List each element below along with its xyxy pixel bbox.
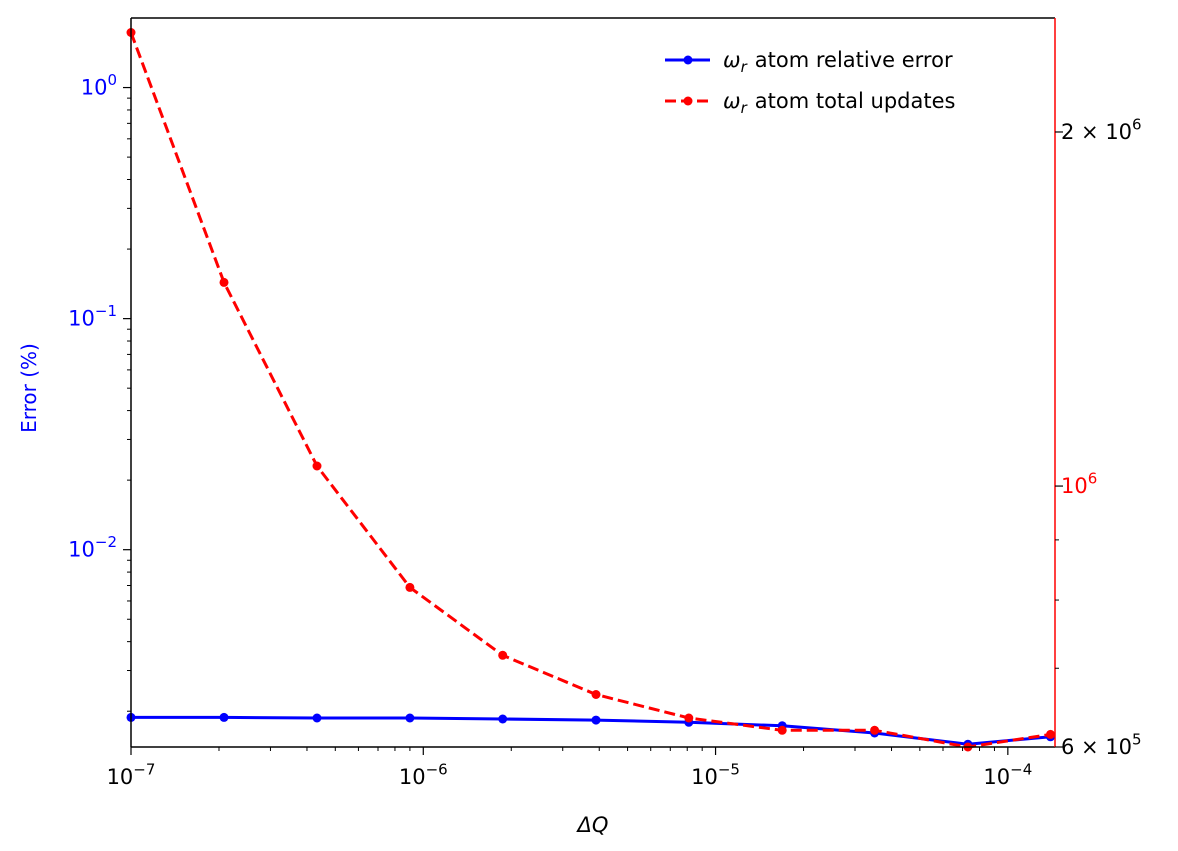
series-1-point-2: [219, 712, 229, 722]
legend-marker-2: [683, 96, 693, 106]
x-tick-label-2: 10−6: [399, 761, 448, 789]
series-2-point-5: [498, 650, 508, 660]
series-2-point-8: [777, 725, 787, 735]
series-2-point-11: [1046, 729, 1055, 739]
y-right-tick-label-3: 6 × 105: [1061, 731, 1142, 759]
y-right-tick-label-1: 2 × 106: [1061, 116, 1142, 144]
x-tick-label-4: 10−4: [983, 761, 1032, 789]
legend: ωr atom relative error ωr atom total update…: [665, 48, 955, 117]
legend-label-1: ωr atom relative error: [723, 48, 953, 76]
series-1-point-3: [312, 713, 322, 723]
series-2-point-7: [684, 713, 694, 723]
series-1-point-6: [591, 715, 601, 725]
plot-area: [126, 17, 1056, 752]
x-axis-label: ΔQ: [576, 813, 609, 837]
legend-marker-1: [683, 55, 693, 65]
y-axis-left: 100 10−1 10−2: [68, 71, 131, 712]
series-2-point-6: [591, 690, 601, 699]
series-2-point-4: [405, 582, 415, 592]
y-left-tick-label-2: 10−1: [68, 302, 117, 330]
series-1-point-5: [498, 714, 508, 724]
series-2-point-3: [312, 461, 322, 471]
series-2-point-9: [870, 725, 880, 735]
y-axis-left-label: Error (%): [17, 343, 41, 433]
series-1-point-4: [405, 713, 415, 723]
series-2-point-2: [219, 277, 229, 287]
y-right-tick-label-2: 106: [1061, 470, 1097, 498]
x-tick-label-3: 10−5: [691, 761, 740, 789]
x-tick-label-1: 10−7: [107, 761, 156, 789]
x-axis: 10−7 10−6 10−5 10−4: [107, 747, 1032, 789]
legend-label-2: ωr atom total updates: [723, 89, 955, 117]
y-left-tick-label-1: 100: [81, 71, 117, 99]
y-axis-right: 2 × 106 106 6 × 105: [1055, 116, 1142, 759]
y-left-tick-label-3: 10−2: [68, 533, 117, 561]
